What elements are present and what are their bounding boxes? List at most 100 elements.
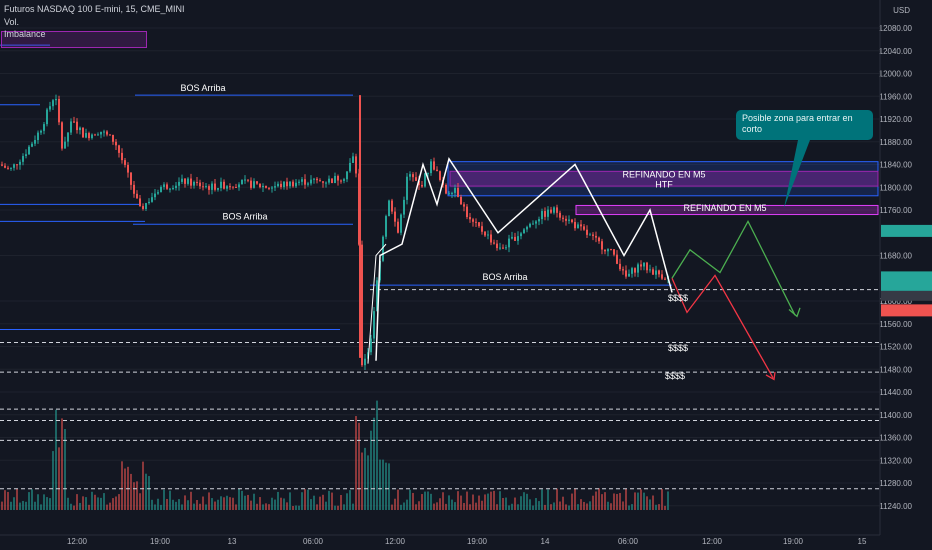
volume-bar <box>556 488 558 510</box>
volume-bar <box>64 428 66 510</box>
candle-body <box>229 186 231 188</box>
volume-bar <box>430 493 432 510</box>
volume-bar <box>523 492 525 510</box>
candle-body <box>58 99 60 123</box>
price-tick: 11400.00 <box>879 411 912 420</box>
candle-body <box>184 178 186 184</box>
volume-bar <box>646 496 648 510</box>
volume-bar <box>34 501 36 510</box>
price-tick: 11800.00 <box>879 183 912 192</box>
volume-bar <box>133 482 135 510</box>
time-tick: 14 <box>541 537 550 546</box>
price-tick: 11360.00 <box>879 434 912 443</box>
volume-bar <box>325 501 327 510</box>
volume-bar <box>151 499 153 510</box>
candle-body <box>550 209 552 213</box>
candle-body <box>370 338 372 353</box>
candle-body <box>385 216 387 237</box>
candle-body <box>331 178 333 184</box>
volume-label[interactable]: Vol. <box>4 17 20 27</box>
volume-bar <box>97 497 99 510</box>
price-tick: 11920.00 <box>879 115 912 124</box>
volume-bar <box>229 497 231 510</box>
candle-body <box>613 249 615 255</box>
volume-bar <box>154 504 156 510</box>
candle-body <box>289 181 291 187</box>
volume-bar <box>49 498 51 510</box>
candle-body <box>259 183 261 188</box>
volume-bar <box>667 491 669 510</box>
volume-bar <box>343 504 345 510</box>
candle-body <box>412 174 414 178</box>
volume-bar <box>322 494 324 510</box>
volume-bar <box>577 504 579 510</box>
volume-bar <box>454 502 456 510</box>
volume-bar <box>547 489 549 510</box>
candle-body <box>25 154 27 157</box>
volume-bar <box>70 503 72 510</box>
volume-bar <box>478 495 480 510</box>
volume-bar <box>22 500 24 510</box>
volume-bar <box>109 502 111 510</box>
volume-bar <box>280 497 282 510</box>
candle-body <box>637 264 639 273</box>
volume-bar <box>652 495 654 510</box>
volume-bar <box>331 492 333 510</box>
swing-path-left <box>367 243 387 364</box>
volume-bar <box>256 503 258 510</box>
volume-bar <box>103 493 105 510</box>
candle-body <box>214 183 216 190</box>
volume-bar <box>313 495 315 510</box>
time-tick: 19:00 <box>150 537 171 546</box>
volume-bar <box>634 492 636 510</box>
volume-bar <box>445 503 447 510</box>
volume-bar <box>79 502 81 510</box>
candle-body <box>97 134 99 136</box>
candle-body <box>646 262 648 271</box>
candle-body <box>154 193 156 198</box>
volume-bar <box>226 495 228 510</box>
volume-bar <box>538 501 540 510</box>
volume-bar <box>595 491 597 510</box>
price-axis[interactable] <box>879 0 932 535</box>
volume-bar <box>175 501 177 510</box>
candle-body <box>163 184 165 187</box>
candle-body <box>319 180 321 182</box>
candle-body <box>208 186 210 190</box>
candle-body <box>49 106 51 110</box>
volume-bar <box>301 492 303 510</box>
indicator-label[interactable]: Imbalance <box>4 29 46 39</box>
symbol-title[interactable]: Futuros NASDAQ 100 E-mini, 15, CME_MINI <box>4 4 185 14</box>
volume-bar <box>232 497 234 510</box>
candle-body <box>256 181 258 184</box>
candle-body <box>445 184 447 194</box>
volume-bar <box>361 452 363 510</box>
candle-body <box>250 180 252 188</box>
time-tick: 12:00 <box>67 537 88 546</box>
volume-bar <box>115 496 117 510</box>
candle-body <box>10 167 12 169</box>
candle-body <box>1 164 3 166</box>
candle-body <box>280 183 282 188</box>
candle-body <box>262 185 264 188</box>
candle-body <box>328 178 330 183</box>
volume-bar <box>91 491 93 510</box>
bos-label-3: BOS Arriba <box>482 272 527 282</box>
volume-bar <box>190 491 192 510</box>
volume-bar <box>262 504 264 510</box>
time-tick: 13 <box>228 537 237 546</box>
candle-body <box>592 234 594 236</box>
candle-body <box>448 193 450 195</box>
volume-bar <box>319 496 321 510</box>
candle-body <box>625 270 627 277</box>
candle-body <box>190 178 192 186</box>
candle-body <box>535 221 537 224</box>
liquidity-label-2: $$$$ <box>668 343 688 353</box>
candle-body <box>253 181 255 188</box>
candle-body <box>604 249 606 252</box>
volume-bar <box>526 493 528 510</box>
current-price-badge <box>881 271 932 293</box>
price-tick: 11520.00 <box>879 343 912 352</box>
candle-body <box>514 236 516 241</box>
